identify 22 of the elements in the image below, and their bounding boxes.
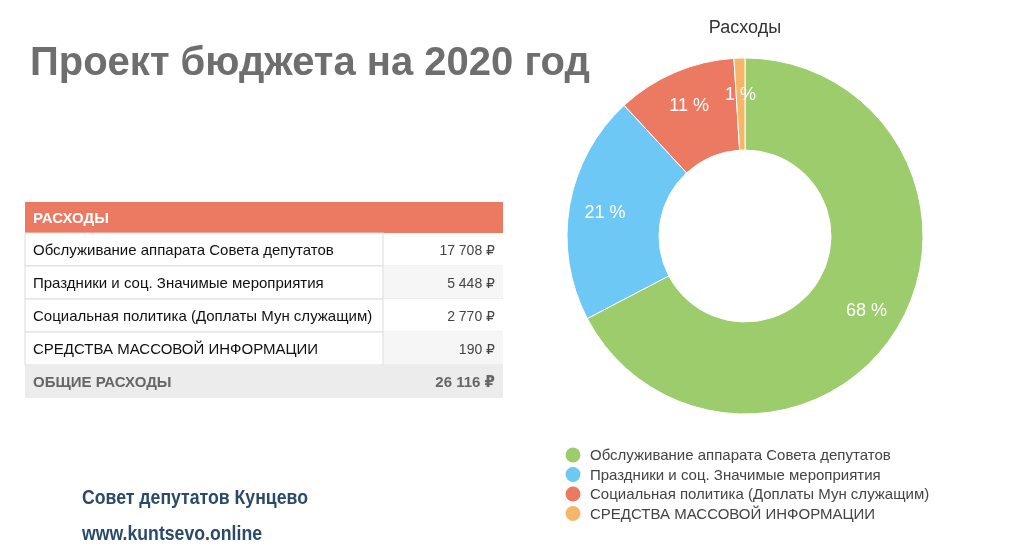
text: Проект бюджета на 2020 год [30, 39, 590, 83]
category-label: Социальная политика (Доплаты Мун служащим) [33, 307, 373, 324]
category-label: Обслуживание аппарата Совета депутатов [33, 241, 334, 258]
category-label: СРЕДСТВА МАССОВОЙ ИНФОРМАЦИИ [33, 340, 319, 357]
text: РАСХОДЫ [33, 209, 109, 226]
text: 2 770 ₽ [447, 308, 495, 324]
text: 17 708 ₽ [439, 242, 495, 258]
data-label: 11 % [669, 95, 709, 116]
text: 5 448 ₽ [447, 275, 495, 291]
category-label: Праздники и соц. Значимые мероприятия [33, 274, 324, 291]
legend-label: Социальная политика (Доплаты Мун служащим) [590, 485, 930, 502]
data-label: 68 % [845, 299, 887, 320]
data-label: 21 % [584, 201, 626, 222]
text: 190 ₽ [458, 341, 495, 357]
text: Совет депутатов Кунцево [82, 485, 351, 508]
text: ОБЩИЕ РАСХОДЫ [33, 373, 172, 390]
text: 26 116 ₽ [435, 373, 495, 390]
legend-label: Обслуживание аппарата Совета депутатов [590, 446, 891, 463]
text: www.kuntsevo.online [81, 521, 296, 544]
chart-title: Расходы [708, 17, 782, 37]
legend-label: Праздники и соц. Значимые мероприятия [590, 465, 881, 483]
legend-label: СРЕДСТВА МАССОВОЙ ИНФОРМАЦИИ [590, 504, 876, 522]
